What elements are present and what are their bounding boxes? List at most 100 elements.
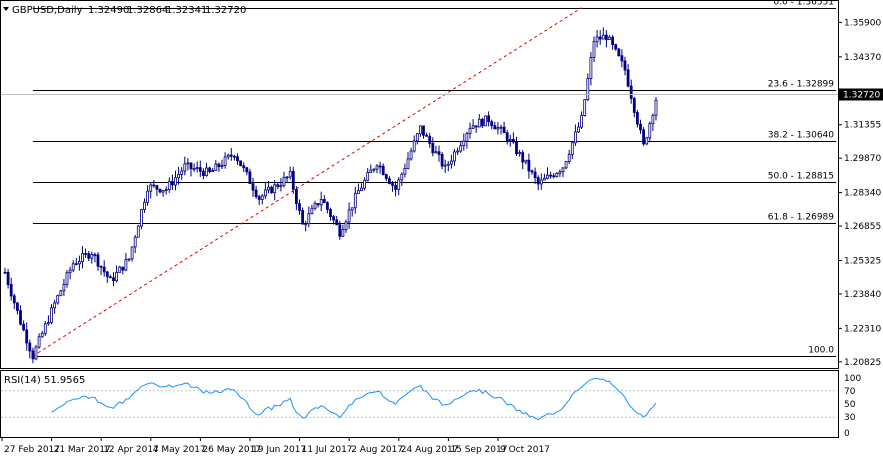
- candle-body: [490, 121, 494, 127]
- candle-body: [50, 307, 53, 323]
- time-tick-label: 11 Jul 2017: [302, 445, 353, 455]
- candle-body: [276, 184, 280, 187]
- candle-body: [586, 78, 590, 101]
- candle-body: [474, 125, 478, 128]
- fib-level-label: 100.0: [808, 346, 834, 356]
- candle-body: [595, 36, 599, 43]
- candle-body: [267, 186, 270, 191]
- candle-body: [648, 123, 652, 139]
- candle-body: [347, 209, 351, 223]
- candle-body: [406, 158, 410, 169]
- price-axis: 1.35900 1.34370 1.32720 1.31355 1.29870 1.283…: [838, 18, 881, 368]
- time-tick-label: 12 Apr 2017: [103, 445, 159, 455]
- candlesticks: [3, 27, 658, 364]
- candle-body: [651, 114, 655, 124]
- candle-body: [456, 150, 460, 153]
- candle-body: [353, 193, 357, 209]
- candle-body: [226, 154, 230, 158]
- candle-body: [322, 198, 326, 204]
- candle-body: [254, 189, 258, 198]
- candle-body: [369, 169, 373, 173]
- candle-body: [632, 98, 636, 113]
- rsi-tick-label: 30: [844, 413, 856, 423]
- candle-body: [521, 152, 525, 163]
- rsi-tick-label: 0: [844, 429, 850, 439]
- candle-body: [192, 168, 196, 170]
- candle-body: [518, 152, 521, 155]
- close-value: 1.32720: [205, 5, 246, 16]
- candle-body: [15, 302, 19, 311]
- candle-body: [174, 177, 177, 186]
- candle-body: [363, 179, 367, 189]
- candle-body: [105, 271, 109, 278]
- candle-body: [294, 188, 298, 205]
- candle-body: [112, 277, 115, 282]
- candle-body: [546, 174, 549, 179]
- candle-body: [381, 165, 385, 176]
- candle-body: [183, 163, 187, 172]
- candle-body: [19, 310, 22, 325]
- candle-body: [338, 224, 342, 237]
- candle-body: [341, 229, 345, 237]
- candle-body: [304, 223, 308, 226]
- candle-body: [418, 125, 422, 135]
- candle-body: [282, 176, 286, 186]
- candle-body: [319, 198, 323, 206]
- candle-body: [589, 57, 593, 79]
- candle-body: [232, 155, 236, 158]
- candle-body: [561, 167, 565, 173]
- candle-body: [34, 346, 38, 360]
- candle-body: [109, 276, 112, 279]
- candle-body: [468, 127, 472, 134]
- candle-body: [102, 266, 106, 273]
- candle-body: [601, 34, 605, 40]
- candle-body: [288, 170, 292, 178]
- candle-body: [375, 165, 379, 170]
- price-tick-label: 1.23840: [844, 290, 881, 300]
- fib-level-label: 0.0 - 1.36551: [774, 0, 835, 8]
- rsi-tick-label: 100: [844, 374, 861, 384]
- time-tick-label: 24 Aug 2017: [401, 445, 459, 455]
- candle-body: [583, 99, 587, 116]
- candle-body: [180, 170, 184, 175]
- candle-body: [449, 160, 453, 165]
- candle-body: [127, 258, 131, 261]
- candle-body: [329, 209, 332, 218]
- candle-body: [487, 115, 491, 123]
- candle-body: [574, 131, 577, 144]
- candle-body: [400, 173, 404, 181]
- candle-body: [59, 290, 63, 297]
- candle-body: [28, 342, 32, 352]
- candle-body: [71, 263, 75, 271]
- candle-body: [236, 156, 239, 162]
- candle-body: [177, 173, 181, 179]
- fib-level-label: 38.2 - 1.30640: [768, 131, 834, 141]
- current-price-marker: [839, 88, 883, 101]
- candle-body: [577, 126, 580, 133]
- candle-body: [605, 34, 608, 40]
- candle-body: [78, 261, 81, 265]
- candle-body: [639, 123, 642, 131]
- candle-body: [512, 138, 515, 143]
- candle-body: [465, 133, 469, 142]
- candle-body: [598, 36, 602, 40]
- candle-body: [217, 163, 221, 168]
- candle-body: [440, 154, 444, 167]
- candle-body: [412, 140, 416, 152]
- fib-level-label: 50.0 - 1.28815: [768, 172, 834, 182]
- candle-body: [422, 125, 425, 136]
- candle-body: [428, 135, 432, 144]
- candle-body: [549, 174, 552, 177]
- candle-body: [536, 177, 540, 185]
- candle-body: [558, 171, 562, 174]
- candle-body: [118, 266, 122, 273]
- price-tick-label: 1.31355: [844, 121, 881, 131]
- candle-body: [74, 263, 78, 266]
- candle-body: [239, 160, 243, 167]
- candle-body: [273, 184, 277, 194]
- candle-body: [285, 176, 289, 179]
- candle-body: [56, 295, 60, 304]
- candle-body: [350, 207, 354, 211]
- candle-body: [629, 85, 633, 99]
